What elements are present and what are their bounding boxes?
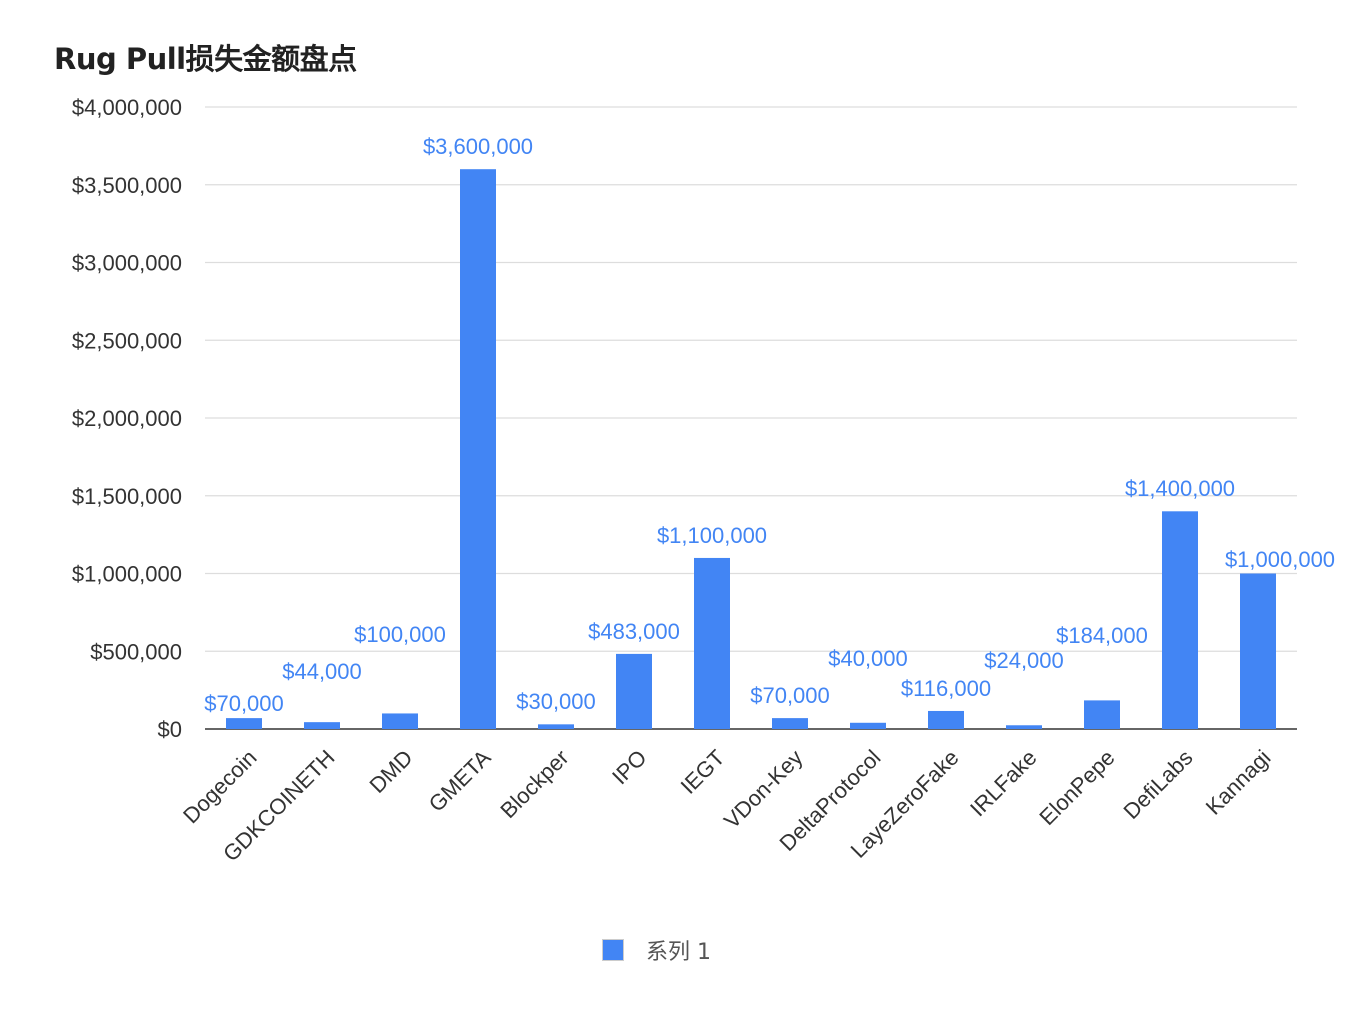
- y-axis-ticks: $0 $500,000 $1,000,000 $1,500,000 $2,000,000…: [72, 95, 182, 742]
- x-tick-label: IRLFake: [965, 745, 1041, 821]
- data-label: $1,400,000: [1125, 476, 1235, 501]
- bar[interactable]: [1084, 700, 1120, 729]
- x-tick-label: ElonPepe: [1034, 745, 1119, 830]
- bar[interactable]: [304, 722, 340, 729]
- data-labels: $70,000 $44,000 $100,000 $3,600,000 $30,000 $…: [204, 134, 1335, 716]
- data-label: $24,000: [984, 648, 1064, 673]
- x-tick-label: DMD: [364, 745, 417, 798]
- y-tick-label: $2,500,000: [72, 328, 182, 353]
- data-label: $70,000: [750, 683, 830, 708]
- data-label: $70,000: [204, 691, 284, 716]
- data-label: $40,000: [828, 646, 908, 671]
- bar[interactable]: [694, 557, 730, 729]
- bar[interactable]: [850, 722, 886, 729]
- bar[interactable]: [616, 653, 652, 729]
- x-tick-label: IEGT: [676, 745, 730, 799]
- y-tick-label: $3,000,000: [72, 251, 182, 276]
- x-tick-label: IPO: [607, 745, 651, 789]
- y-tick-label: $3,500,000: [72, 173, 182, 198]
- x-tick-label: Blockper: [495, 745, 573, 823]
- bar[interactable]: [1162, 511, 1198, 729]
- y-tick-label: $2,000,000: [72, 406, 182, 431]
- y-tick-label: $1,500,000: [72, 484, 182, 509]
- bar[interactable]: [382, 713, 418, 729]
- legend[interactable]: 系列 1: [602, 934, 711, 966]
- bar[interactable]: [1006, 725, 1042, 729]
- x-tick-label: DefiLabs: [1118, 745, 1197, 824]
- x-tick-label: Dogecoin: [178, 745, 261, 828]
- y-tick-label: $0: [158, 717, 182, 742]
- chart-title: Rug Pull损失金额盘点: [54, 42, 357, 76]
- data-label: $100,000: [354, 622, 446, 647]
- bar[interactable]: [1240, 573, 1276, 730]
- y-tick-label: $500,000: [90, 639, 182, 664]
- y-tick-label: $4,000,000: [72, 95, 182, 120]
- bar[interactable]: [538, 724, 574, 729]
- data-label: $184,000: [1056, 623, 1148, 648]
- data-label: $116,000: [901, 676, 991, 701]
- bar[interactable]: [226, 718, 262, 729]
- y-tick-label: $1,000,000: [72, 562, 182, 587]
- data-label: $30,000: [516, 689, 596, 714]
- x-tick-label: GMETA: [424, 745, 496, 817]
- data-label: $483,000: [588, 619, 680, 644]
- data-label: $1,000,000: [1225, 547, 1335, 572]
- legend-label: 系列 1: [646, 940, 711, 965]
- x-tick-label: Kannagi: [1201, 745, 1276, 820]
- data-label: $44,000: [282, 659, 362, 684]
- legend-swatch: [602, 939, 624, 961]
- bars: [226, 169, 1276, 729]
- bar[interactable]: [460, 169, 496, 729]
- bar[interactable]: [928, 710, 964, 729]
- bar[interactable]: [772, 718, 808, 729]
- data-label: $3,600,000: [423, 134, 533, 159]
- data-label: $1,100,000: [657, 523, 767, 548]
